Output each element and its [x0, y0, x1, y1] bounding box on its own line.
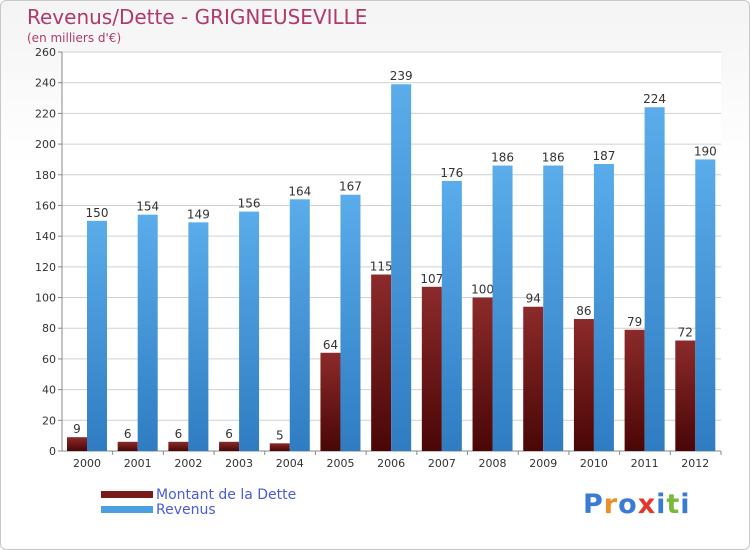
bar-revenus	[441, 180, 462, 451]
bar-dette	[219, 441, 240, 451]
logo-letter: P	[583, 489, 604, 520]
x-tick-label: 2004	[276, 457, 304, 470]
x-tick-label: 2002	[174, 457, 202, 470]
legend-swatch-dette	[101, 491, 153, 498]
x-tick-label: 2008	[479, 457, 507, 470]
bar-dette	[269, 443, 290, 451]
data-label: 167	[339, 180, 362, 194]
data-label: 86	[576, 304, 591, 318]
y-tick-label: 140	[35, 230, 56, 243]
y-tick-label: 60	[42, 353, 56, 366]
logo-letter: x	[637, 489, 657, 520]
bar-revenus	[340, 194, 361, 451]
bar-revenus	[87, 220, 107, 451]
data-label: 107	[420, 272, 443, 286]
data-label: 100	[471, 283, 494, 297]
data-label: 150	[86, 206, 109, 220]
logo-letter: i	[680, 489, 691, 520]
x-tick-label: 2011	[631, 457, 659, 470]
logo-letter: r	[603, 489, 619, 520]
data-label: 190	[694, 144, 717, 158]
bar-revenus	[289, 199, 310, 451]
data-label: 187	[592, 149, 615, 163]
data-label: 239	[390, 69, 413, 83]
data-label: 115	[370, 260, 393, 274]
data-label: 164	[288, 184, 311, 198]
data-label: 224	[643, 92, 666, 106]
data-label: 149	[187, 207, 210, 221]
bar-revenus	[239, 211, 260, 451]
bar-dette	[117, 441, 138, 451]
bar-revenus	[492, 165, 513, 452]
y-tick-label: 0	[49, 445, 56, 458]
bar-revenus	[391, 84, 412, 451]
y-tick-label: 40	[42, 384, 56, 397]
logo-letter: t	[666, 489, 681, 520]
data-label: 176	[440, 166, 463, 180]
bar-revenus	[644, 107, 665, 451]
proxiti-logo: Proxiti	[583, 489, 691, 520]
bar-dette	[675, 340, 696, 451]
y-tick-label: 120	[35, 261, 56, 274]
data-label: 6	[225, 427, 233, 441]
x-tick-label: 2006	[377, 457, 405, 470]
bar-dette	[523, 306, 544, 451]
bar-dette	[371, 274, 392, 451]
chart-title: Revenus/Dette - GRIGNEUSEVILLE	[27, 5, 368, 29]
bar-dette	[573, 319, 594, 451]
legend-item-revenus: Revenus	[101, 501, 296, 518]
legend-label-dette: Montant de la Dette	[156, 486, 297, 503]
y-tick-label: 160	[35, 199, 56, 212]
x-tick-label: 2001	[124, 457, 152, 470]
bar-dette	[472, 297, 493, 451]
x-tick-label: 2010	[580, 457, 608, 470]
legend-label-revenus: Revenus	[156, 501, 216, 518]
bar-dette	[320, 352, 341, 451]
bar-revenus	[593, 164, 614, 451]
y-tick-label: 20	[42, 414, 56, 427]
x-tick-label: 2009	[529, 457, 557, 470]
y-tick-label: 80	[42, 322, 56, 335]
x-tick-label: 2000	[73, 457, 101, 470]
data-label: 64	[323, 338, 338, 352]
bar-revenus	[695, 159, 716, 451]
y-tick-label: 240	[35, 77, 56, 90]
data-label: 5	[276, 428, 284, 442]
legend: Montant de la Dette Revenus	[101, 486, 297, 518]
data-label: 156	[238, 197, 261, 211]
bar-dette	[67, 437, 87, 451]
y-tick-label: 100	[35, 292, 56, 305]
legend-swatch-revenus	[101, 506, 153, 513]
data-label: 186	[542, 151, 565, 165]
data-label: 154	[136, 200, 159, 214]
x-tick-label: 2012	[681, 457, 709, 470]
y-tick-label: 180	[35, 169, 56, 182]
x-tick-label: 2005	[326, 457, 354, 470]
logo-letter: o	[618, 489, 638, 520]
y-tick-label: 260	[35, 46, 56, 59]
data-label: 6	[175, 427, 183, 441]
data-label: 72	[678, 326, 693, 340]
bar-revenus	[137, 214, 158, 451]
data-label: 6	[124, 427, 132, 441]
chart-subtitle: (en milliers d'€)	[27, 31, 122, 45]
bar-dette	[168, 441, 189, 451]
data-label: 79	[627, 315, 642, 329]
bar-revenus	[188, 222, 209, 451]
bar-revenus	[543, 165, 564, 452]
y-tick-label: 220	[35, 107, 56, 120]
data-label: 186	[491, 151, 514, 165]
legend-item-dette: Montant de la Dette	[101, 486, 297, 503]
data-label: 94	[526, 292, 541, 306]
x-tick-label: 2003	[225, 457, 253, 470]
bar-dette	[624, 329, 645, 451]
x-tick-label: 2007	[428, 457, 456, 470]
data-label: 9	[73, 422, 81, 436]
logo-letter: i	[656, 489, 667, 520]
y-tick-label: 200	[35, 138, 56, 151]
bar-dette	[421, 286, 442, 451]
